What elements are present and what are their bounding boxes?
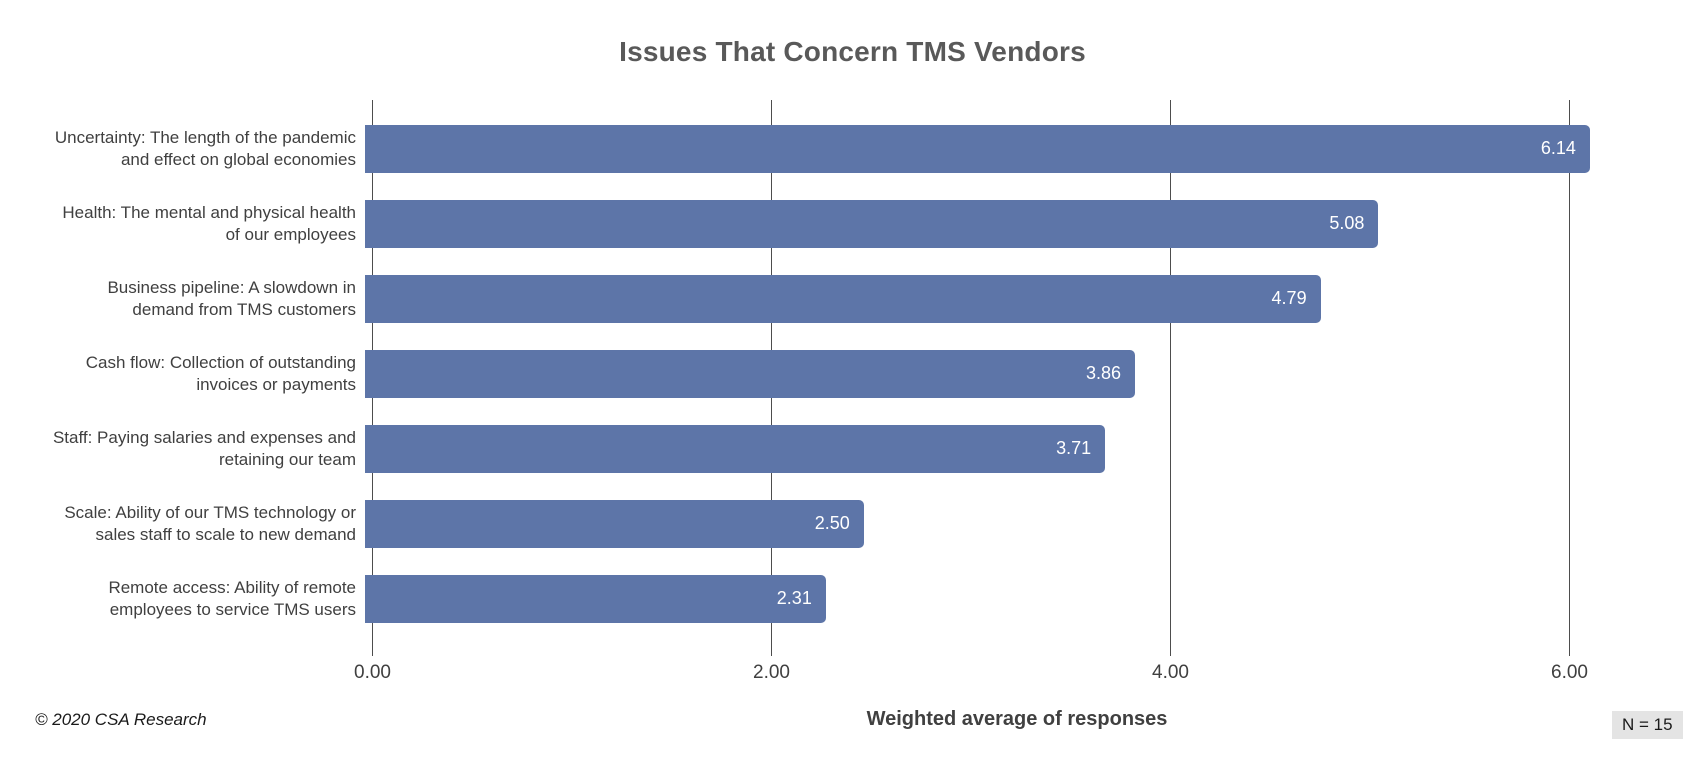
category-label: Scale: Ability of our TMS technology or s…: [0, 502, 365, 544]
bar: 5.08: [365, 199, 1379, 248]
category-label-line: retaining our team: [218, 449, 356, 469]
category-label-line: sales staff to scale to new demand: [95, 524, 356, 544]
category-label-line: Staff: Paying salaries and expenses and: [52, 428, 356, 448]
category-label-line: Cash flow: Collection of outstanding: [85, 353, 356, 373]
gridline: [1170, 100, 1171, 656]
x-tick-label: 6.00: [1551, 662, 1588, 683]
chart-area: 0.00 2.00 4.00 6.00 Uncertainty: The length…: [0, 100, 1705, 683]
category-label-line: Business pipeline: A slowdown in: [107, 278, 356, 298]
category-label: Health: The mental and physical health of…: [0, 202, 365, 244]
bar-value-label: 2.50: [814, 513, 850, 533]
category-label-line: invoices or payments: [196, 374, 356, 394]
bar-row: Remote access: Ability of remote employee…: [0, 561, 1705, 636]
category-label-line: of our employees: [225, 224, 356, 244]
category-label: Remote access: Ability of remote employee…: [0, 577, 365, 619]
copyright-note: © 2020 CSA Research: [35, 710, 207, 729]
category-label-line: demand from TMS customers: [132, 299, 356, 319]
chart-title: Issues That Concern TMS Vendors: [619, 36, 1086, 67]
x-tick-label: 2.00: [753, 662, 790, 683]
bar-row: Uncertainty: The length of the pandemic a…: [0, 111, 1705, 186]
bar-row: Scale: Ability of our TMS technology or s…: [0, 486, 1705, 561]
category-label: Uncertainty: The length of the pandemic a…: [0, 127, 365, 169]
category-label: Cash flow: Collection of outstanding invo…: [0, 352, 365, 394]
bar-row: Health: The mental and physical health of…: [0, 186, 1705, 261]
bar-value-label: 2.31: [776, 588, 812, 608]
bar-value-label: 3.86: [1086, 363, 1122, 383]
bar-value-label: 6.14: [1540, 138, 1576, 158]
bar-value-label: 4.79: [1271, 288, 1307, 308]
category-label-line: employees to service TMS users: [109, 599, 356, 619]
bar-value-label: 5.08: [1329, 213, 1365, 233]
bar-value-label: 3.71: [1056, 438, 1092, 458]
bar: 2.50: [365, 499, 864, 548]
bar-row: Business pipeline: A slowdown in demand f…: [0, 261, 1705, 336]
category-label-line: Uncertainty: The length of the pandemic: [54, 128, 356, 148]
bar-row: Cash flow: Collection of outstanding invo…: [0, 336, 1705, 411]
bar: 2.31: [365, 574, 826, 623]
bar: 3.71: [365, 424, 1106, 473]
bar: 3.86: [365, 349, 1136, 398]
bar: 6.14: [365, 124, 1590, 173]
category-label-line: Scale: Ability of our TMS technology or: [64, 503, 356, 523]
category-label-line: Remote access: Ability of remote: [108, 578, 356, 598]
x-axis-title: Weighted average of responses: [866, 708, 1168, 730]
bar: 4.79: [365, 274, 1321, 323]
bar-row: Staff: Paying salaries and expenses and r…: [0, 411, 1705, 486]
gridline: [1569, 100, 1570, 656]
category-label-line: and effect on global economies: [120, 149, 356, 169]
x-tick-label: 0.00: [354, 662, 391, 683]
category-label-line: Health: The mental and physical health: [62, 203, 356, 223]
x-tick-label: 4.00: [1152, 662, 1189, 683]
bar-rows: Uncertainty: The length of the pandemic a…: [0, 111, 1705, 636]
category-label: Business pipeline: A slowdown in demand f…: [0, 277, 365, 319]
sample-size-badge: N = 15: [1612, 711, 1683, 739]
category-label: Staff: Paying salaries and expenses and r…: [0, 427, 365, 469]
